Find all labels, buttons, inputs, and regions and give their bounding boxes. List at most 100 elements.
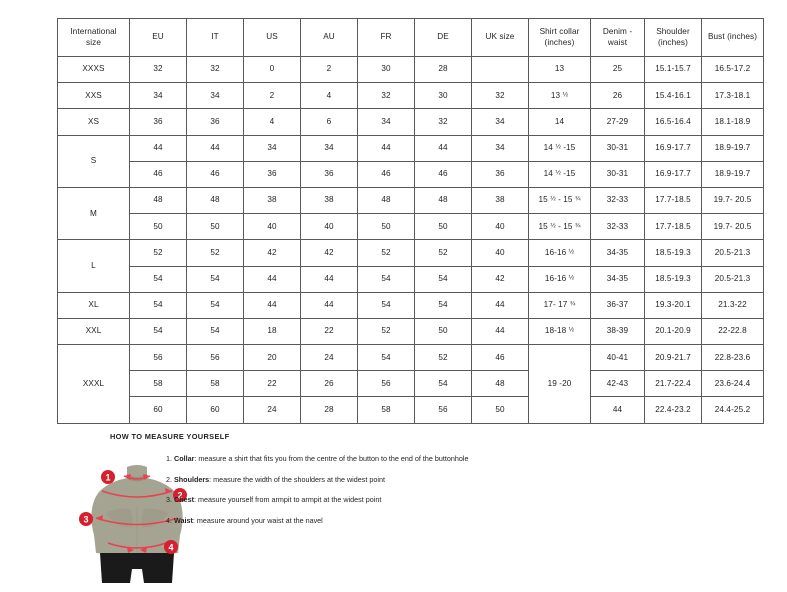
cell-it: 44 <box>186 134 244 162</box>
cell-shoulder: 18.5-19.3 <box>644 265 702 293</box>
column-header-fr: FR <box>357 18 415 57</box>
list-item: 3. Chest: measure yourself from armpit t… <box>166 496 726 503</box>
instruction-text: : measure yourself from armpit to armpit… <box>193 495 382 505</box>
cell-fr: 54 <box>357 344 415 372</box>
cell-shoulder: 19.3-20.1 <box>644 291 702 319</box>
cell-shirt-collar: 14 ½ -15 <box>528 160 591 188</box>
cell-fr: 48 <box>357 186 415 215</box>
list-item: 4. Waist: measure around your waist at t… <box>166 517 726 524</box>
column-header-it: IT <box>186 18 244 57</box>
cell-us: 0 <box>243 55 301 84</box>
column-header-international-size: International size <box>57 18 130 57</box>
cell-bust: 18.9-19.7 <box>701 134 764 162</box>
shorts-shape <box>100 553 174 583</box>
cell-bust: 21.3-22 <box>701 291 764 319</box>
cell-uk: 50 <box>471 396 529 424</box>
cell-us: 24 <box>243 396 301 424</box>
cell-bust: 22.8-23.6 <box>701 344 764 372</box>
instruction-text: : measure around your waist at the navel <box>192 516 323 526</box>
cell-de: 56 <box>414 396 472 424</box>
table-row: XS 36 36 4 6 34 32 34 14 27-29 16.5-16.4 18.1-18.9 <box>57 108 764 136</box>
instruction-term: Collar <box>174 454 195 463</box>
cell-denim-waist: 42-43 <box>590 370 645 398</box>
chest-arrowhead <box>96 515 103 521</box>
cell-shoulder: 16.9-17.7 <box>644 160 702 188</box>
column-header-de: DE <box>414 18 472 57</box>
table-row: M 48 48 38 38 48 48 38 15 ½ - 15 ¾ 32-33 17.7-18.5… <box>57 186 764 241</box>
cell-uk: 44 <box>471 317 529 346</box>
cell-de: 54 <box>414 291 472 319</box>
cell-de: 46 <box>414 160 472 188</box>
cell-shoulder: 20.9-21.7 <box>644 344 702 372</box>
cell-shoulder: 17.7-18.5 <box>644 213 702 241</box>
marker-3-label: 3 <box>83 515 88 525</box>
measurement-instructions-list: 1. Collar: measure a shirt that fits you… <box>166 455 726 538</box>
cell-bust: 22-22.8 <box>701 317 764 346</box>
cell-us: 44 <box>243 291 301 319</box>
cell-eu: 60 <box>129 396 187 424</box>
header-line-2: (inches) <box>658 37 688 47</box>
cell-international-size: L <box>57 239 130 293</box>
cell-international-size: XS <box>57 108 130 136</box>
chest-shade-left <box>106 508 133 528</box>
cell-shirt-collar: 14 <box>528 108 591 136</box>
cell-it: 58 <box>186 370 244 398</box>
size-chart-table: International size EU IT US AU FR DE UK … <box>57 18 764 424</box>
cell-fr: 34 <box>357 108 415 136</box>
cell-it: 60 <box>186 396 244 424</box>
cell-it: 48 <box>186 186 244 215</box>
cell-shirt-collar: 16-16 ½ <box>528 265 591 293</box>
cell-denim-waist: 30-31 <box>590 134 645 162</box>
header-line-1: Shoulder <box>656 27 690 37</box>
column-header-uk-size: UK size <box>471 18 529 57</box>
marker-1: 1 <box>101 470 115 484</box>
cell-us: 38 <box>243 186 301 215</box>
cell-bust: 16.5-17.2 <box>701 55 764 84</box>
instruction-term: Shoulders <box>174 474 210 484</box>
shoulder-arrowhead <box>165 488 172 494</box>
cell-it: 46 <box>186 160 244 188</box>
cell-eu: 36 <box>129 108 187 136</box>
cell-denim-waist: 38-39 <box>590 317 645 346</box>
cell-shirt-collar: 13 ½ <box>528 82 591 110</box>
instruction-text: : measure a shirt that fits you from the… <box>194 454 469 463</box>
header-line-1: Denim - <box>602 27 633 37</box>
cell-de: 54 <box>414 370 472 398</box>
cell-fr: 56 <box>357 370 415 398</box>
cell-denim-waist: 34-35 <box>590 239 645 267</box>
waist-arrowhead-left <box>127 547 134 553</box>
table-row: XL 54 54 44 44 54 54 44 17- 17 ¾ 36-37 19.3-20.1 21… <box>57 291 764 319</box>
cell-fr: 54 <box>357 265 415 293</box>
how-to-measure-heading: HOW TO MEASURE YOURSELF <box>110 432 230 441</box>
cell-au: 28 <box>300 396 358 424</box>
cell-au: 26 <box>300 370 358 398</box>
cell-denim-waist: 25 <box>590 55 645 84</box>
cell-uk: 42 <box>471 265 529 293</box>
instruction-term: Chest <box>174 495 194 505</box>
table-header-row: International size EU IT US AU FR DE UK … <box>57 18 764 57</box>
chest-arrow-line <box>95 517 179 526</box>
cell-it: 32 <box>186 55 244 84</box>
column-header-au: AU <box>300 18 358 57</box>
cell-us: 36 <box>243 160 301 188</box>
instruction-number: 4. <box>166 516 172 526</box>
cell-us: 40 <box>243 213 301 241</box>
cell-shoulder: 15.4-16.1 <box>644 82 702 110</box>
cell-de: 48 <box>414 186 472 215</box>
cell-au: 36 <box>300 160 358 188</box>
cell-au: 6 <box>300 108 358 136</box>
cell-shirt-collar: 17- 17 ¾ <box>528 291 591 319</box>
cell-de: 50 <box>414 213 472 241</box>
table-row: 60 60 24 28 58 56 50 44 22.4-23.2 24.4-25.2 <box>58 396 764 424</box>
torso-illustration-svg: 1 2 3 4 <box>79 465 187 583</box>
cell-uk: 38 <box>471 186 529 215</box>
cell-bust: 20.5-21.3 <box>701 239 764 267</box>
cell-shirt-collar: 15 ½ - 15 ¾ <box>528 213 591 241</box>
cell-au: 38 <box>300 186 358 215</box>
table-row: XXS 34 34 2 4 32 30 32 13 ½ 26 15.4-16.1 17.3-18.1 <box>57 82 764 110</box>
cell-au: 42 <box>300 239 358 267</box>
header-line-2: waist <box>607 37 628 47</box>
cell-it: 56 <box>186 344 244 372</box>
cell-denim-waist: 40-41 <box>590 344 645 372</box>
cell-shoulder: 18.5-19.3 <box>644 239 702 267</box>
